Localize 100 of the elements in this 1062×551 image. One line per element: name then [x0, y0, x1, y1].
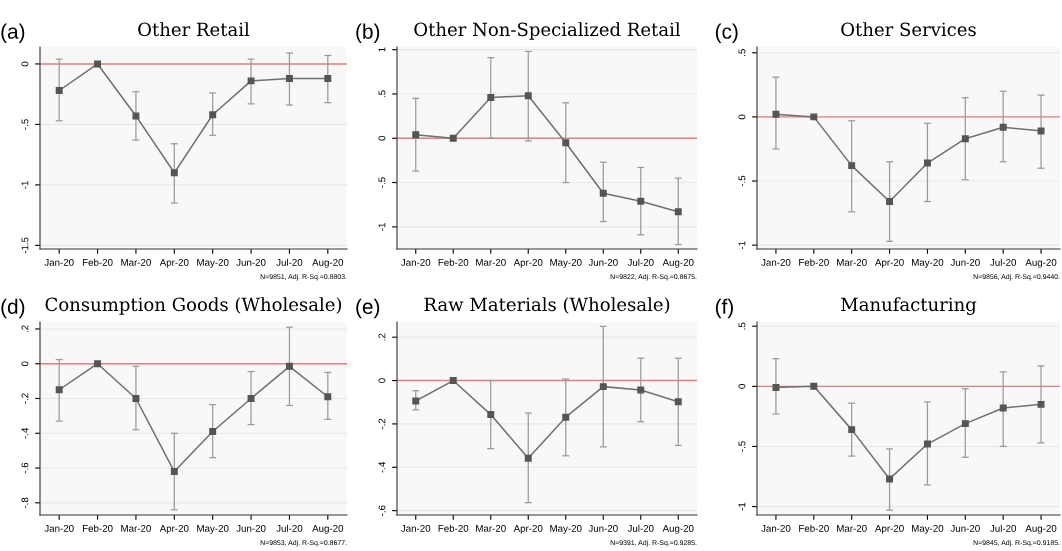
y-tick-label: -.2 — [21, 393, 29, 404]
y-tick-label: -.4 — [21, 427, 29, 439]
point — [810, 382, 818, 390]
x-tick-label: Apr-20 — [874, 524, 904, 534]
point — [637, 386, 645, 394]
x-tick-label: Feb-20 — [799, 258, 829, 266]
point — [923, 159, 931, 167]
y-tick-label: 0 — [738, 384, 746, 389]
x-tick-label: Jan-20 — [761, 258, 791, 266]
text: (d) — [1, 298, 25, 319]
point — [285, 74, 293, 82]
x-tick-label: Apr-20 — [159, 524, 189, 534]
point — [449, 134, 457, 142]
text: (a) — [1, 23, 25, 43]
x-tick-label: Apr-20 — [874, 258, 904, 268]
x-tick-label: Mar-20 — [837, 258, 867, 266]
text: (f) — [715, 298, 733, 319]
x-tick-label: Aug-20 — [1025, 258, 1057, 268]
point — [923, 440, 931, 448]
x-tick-label: Feb-20 — [438, 258, 469, 266]
point — [412, 397, 420, 405]
chart-title: Manufacturing — [841, 297, 977, 315]
point — [674, 398, 682, 406]
x-tick-label: Jan-20 — [401, 258, 431, 266]
point — [487, 411, 495, 419]
point — [599, 189, 607, 197]
y-tick-label: .5 — [738, 322, 746, 330]
chart-title: Other Non-Specialized Retail — [414, 22, 681, 40]
x-tick-label: Mar-20 — [837, 524, 867, 532]
point — [848, 162, 856, 170]
point — [562, 413, 570, 421]
x-tick-label: Mar-20 — [476, 258, 506, 266]
point — [55, 386, 63, 394]
point — [324, 393, 332, 401]
x-tick-label: Jul-20 — [990, 524, 1017, 532]
x-tick-label: Jun-20 — [588, 258, 618, 266]
point — [961, 135, 969, 143]
x-tick-label: Aug-20 — [312, 524, 344, 534]
x-tick-label: Jul-20 — [627, 258, 654, 266]
point — [848, 426, 856, 434]
point — [674, 208, 682, 216]
y-tick-label: .5 — [738, 49, 746, 56]
x-tick-label: Mar-20 — [121, 524, 151, 532]
y-tick-label: 0 — [21, 361, 29, 367]
point — [886, 198, 894, 206]
x-tick-label: May-20 — [912, 524, 944, 534]
point — [1037, 400, 1045, 408]
y-tick-label: .5 — [378, 90, 386, 98]
y-tick-label: -1.5 — [21, 237, 29, 254]
x-tick-label: Apr-20 — [513, 524, 543, 534]
y-tick-label: -.4 — [378, 461, 386, 473]
point — [209, 428, 217, 436]
point — [324, 74, 332, 82]
y-tick-label: .2 — [378, 333, 386, 341]
x-tick-label: Jan-20 — [761, 524, 791, 532]
x-tick-label: Feb-20 — [799, 524, 829, 532]
text: (c) — [715, 23, 738, 43]
y-tick-label: -.5 — [738, 441, 746, 452]
x-tick-label: Jan-20 — [44, 258, 74, 266]
x-tick-label: Aug-20 — [662, 258, 694, 268]
point — [562, 139, 570, 147]
point — [247, 395, 255, 402]
point — [999, 404, 1007, 412]
y-tick-label: -.5 — [738, 175, 746, 187]
x-tick-label: Jun-20 — [236, 258, 266, 266]
y-tick-label: -.5 — [21, 119, 29, 130]
point — [961, 420, 969, 428]
point — [94, 360, 102, 368]
point — [132, 395, 140, 402]
point — [524, 454, 532, 462]
point — [170, 169, 178, 177]
point — [412, 131, 420, 139]
x-tick-label: Jun-20 — [950, 258, 980, 266]
point — [1037, 127, 1045, 135]
point — [999, 123, 1007, 131]
x-tick-label: Jul-20 — [276, 258, 303, 266]
point — [637, 197, 645, 205]
point — [209, 111, 217, 119]
x-tick-label: Feb-20 — [438, 524, 469, 532]
point — [772, 384, 780, 392]
y-tick-label: .2 — [21, 325, 29, 333]
y-tick-label: -.2 — [378, 418, 386, 430]
y-tick-label: -1 — [378, 223, 386, 231]
y-tick-label: -1 — [738, 502, 746, 511]
y-tick-label: 0 — [21, 61, 29, 67]
chart-title: Other Retail — [138, 22, 250, 37]
x-tick-label: Jul-20 — [627, 524, 654, 532]
point — [886, 475, 894, 483]
point — [170, 468, 178, 476]
x-tick-label: Jun-20 — [588, 524, 618, 532]
x-tick-label: May-20 — [197, 258, 229, 268]
x-tick-label: Jan-20 — [44, 524, 74, 532]
x-tick-label: Aug-20 — [1025, 524, 1057, 534]
x-tick-label: May-20 — [912, 258, 944, 268]
point — [55, 87, 63, 95]
x-tick-label: Jul-20 — [276, 524, 303, 532]
x-tick-label: Jun-20 — [950, 524, 980, 532]
y-tick-label: -.6 — [378, 505, 386, 516]
point — [285, 362, 293, 370]
x-tick-label: Aug-20 — [312, 258, 344, 268]
